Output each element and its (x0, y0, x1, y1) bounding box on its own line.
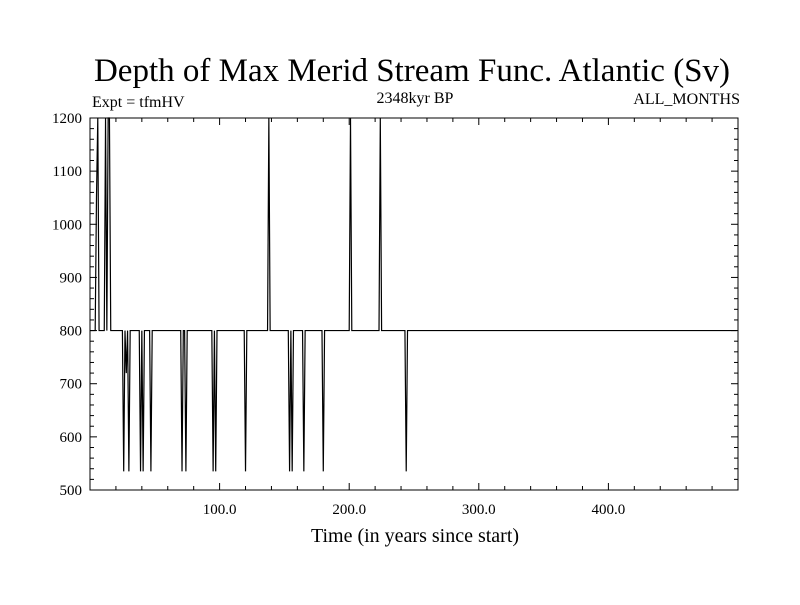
x-tick-label: 300.0 (462, 502, 496, 518)
months-label: ALL_MONTHS (633, 91, 740, 108)
x-axis-label: Time (in years since start) (311, 525, 519, 547)
y-tick-label: 900 (60, 270, 83, 286)
y-tick-label: 800 (60, 324, 83, 340)
y-tick-label: 1200 (52, 111, 82, 127)
plot-frame (89, 117, 739, 491)
series-line (90, 117, 737, 472)
x-tick-label: 100.0 (203, 502, 237, 518)
experiment-label: Expt = tfmHV (92, 94, 185, 111)
y-tick-label: 700 (60, 377, 83, 393)
y-tick-label: 600 (60, 430, 83, 446)
period-label: 2348kyr BP (377, 90, 454, 107)
y-tick-label: 500 (60, 483, 83, 499)
x-tick-label: 400.0 (592, 502, 626, 518)
plot-area: 100.0 200.0 300.0 400.0 500 600 700 800 900 1000 1… (52, 111, 739, 518)
x-tick-label: 200.0 (332, 502, 366, 518)
y-tick-label: 1100 (53, 164, 82, 180)
chart-title: Depth of Max Merid Stream Func. Atlantic… (94, 53, 730, 89)
y-tick-label: 1000 (52, 217, 82, 233)
